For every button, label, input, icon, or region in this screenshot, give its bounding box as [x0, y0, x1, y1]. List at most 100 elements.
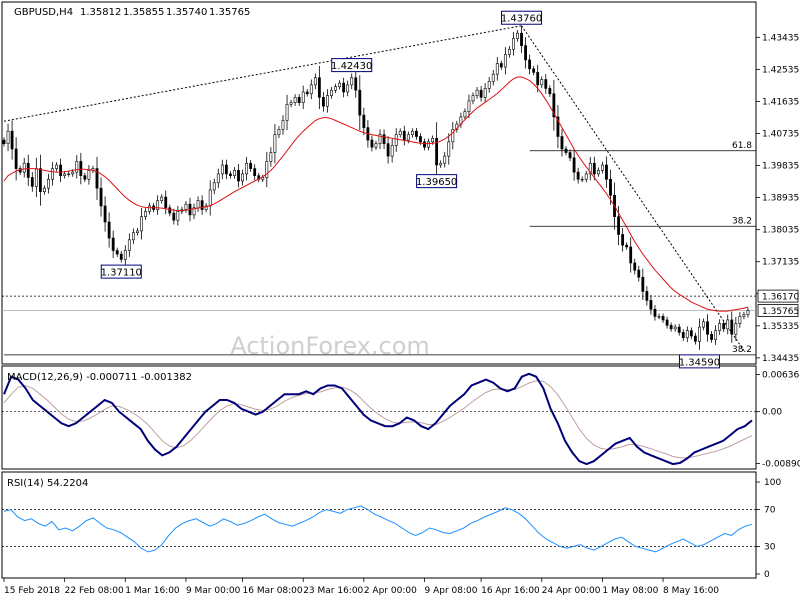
candle — [435, 122, 439, 182]
candle-body — [277, 129, 281, 136]
candle-body — [358, 89, 362, 116]
candle-body — [402, 130, 406, 141]
candle-body — [281, 120, 285, 130]
candle-body — [160, 196, 164, 201]
candle — [390, 139, 394, 163]
candle — [172, 208, 176, 225]
x-tick-label: 23 Mar 16:00 — [303, 586, 363, 596]
x-tick-label: 8 May 16:00 — [663, 586, 719, 596]
candle-body — [220, 164, 224, 175]
candle-body — [216, 173, 220, 184]
candle-body — [140, 216, 143, 232]
candle — [596, 167, 600, 177]
candle-body — [621, 234, 625, 246]
candle-body — [265, 161, 269, 178]
candle — [47, 173, 50, 194]
candle — [297, 94, 301, 106]
candle-body — [746, 310, 750, 315]
candle-body — [467, 100, 471, 112]
price-tick-label: 1.35335 — [762, 322, 799, 332]
price-tick-label: 1.38935 — [762, 194, 799, 204]
candle — [605, 156, 608, 188]
candle-body — [516, 32, 519, 39]
candle-body — [208, 189, 212, 207]
candle-body — [176, 211, 180, 221]
price-annotation: 1.34590 — [679, 354, 720, 369]
candle — [224, 159, 228, 180]
annotation-label: 1.39650 — [416, 177, 457, 188]
candle — [685, 326, 689, 343]
candle — [661, 313, 665, 323]
candle-body — [742, 314, 746, 317]
x-tick-label: 9 Apr 08:00 — [424, 586, 477, 596]
header-low: 1.35740 — [166, 7, 207, 18]
candle-body — [204, 205, 208, 210]
candle-body — [103, 205, 107, 223]
candle-body — [370, 139, 374, 148]
candle-body — [544, 79, 548, 89]
watermark: ActionForex.com — [230, 332, 430, 360]
candle-body — [285, 104, 289, 121]
candle-body — [136, 230, 139, 233]
candle — [637, 265, 641, 282]
candle — [726, 314, 730, 335]
candle-body — [681, 332, 685, 339]
candle-body — [661, 316, 665, 321]
candle — [338, 80, 342, 90]
rsi-tick-label: 30 — [764, 542, 776, 552]
macd-layer — [2, 372, 756, 466]
candle-body — [560, 136, 564, 150]
candle — [629, 237, 633, 273]
candle — [738, 312, 742, 328]
candle — [293, 94, 297, 106]
candle-body — [552, 93, 556, 118]
candle — [483, 83, 487, 103]
candle-body — [665, 319, 669, 326]
candle — [83, 172, 87, 183]
candle — [115, 247, 119, 257]
candle — [277, 126, 281, 138]
candle-body — [443, 155, 447, 164]
candle — [657, 313, 661, 320]
candle-body — [184, 203, 188, 210]
candle-body — [710, 333, 713, 340]
candle — [382, 129, 386, 149]
candle — [653, 305, 657, 321]
candle-body — [734, 323, 738, 335]
candle-body — [338, 82, 342, 87]
candle — [592, 156, 596, 181]
header-symbol: GBPUSD,H4 — [14, 7, 73, 18]
candle-body — [297, 97, 301, 103]
candle-body — [524, 45, 527, 61]
candle-body — [641, 276, 645, 292]
candle — [362, 107, 366, 136]
candle-body — [540, 79, 544, 86]
candle-body — [439, 162, 443, 166]
candle — [342, 77, 346, 98]
candle — [75, 155, 79, 179]
candle — [233, 167, 236, 179]
rsi-tick-label: 100 — [764, 478, 781, 488]
candle — [111, 230, 115, 258]
candle-body — [520, 32, 523, 46]
candle — [261, 174, 265, 183]
x-tick-label: 22 Feb 08:00 — [65, 586, 124, 596]
candle — [281, 115, 285, 135]
annotation-label: 1.42430 — [331, 61, 372, 72]
candle — [317, 65, 321, 110]
candle — [451, 121, 455, 150]
candle-body — [111, 237, 115, 251]
candle — [718, 319, 722, 335]
candle-body — [144, 211, 147, 217]
price-annotation: 1.42430 — [331, 58, 372, 73]
candle — [706, 314, 709, 342]
candle-body — [123, 250, 127, 260]
candle — [237, 163, 240, 188]
candle-body — [495, 63, 499, 75]
candle-body — [390, 145, 394, 157]
rsi-label: RSI(14) 54.2204 — [7, 478, 88, 489]
price-layer: 61.8 38.2 38.2 1.43760 1.42430 1.39650 1.37110… — [2, 10, 757, 369]
candle-body — [83, 175, 87, 180]
candle-body — [394, 134, 398, 146]
